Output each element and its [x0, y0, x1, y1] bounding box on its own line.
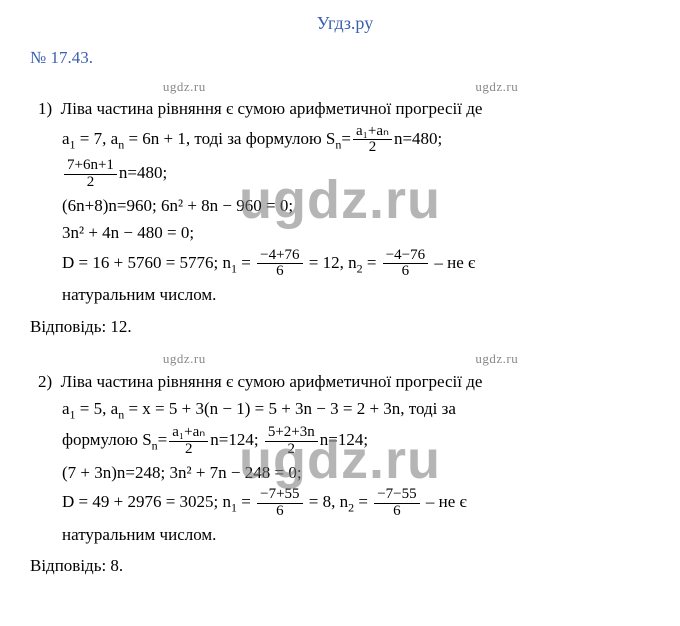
- text: = x = 5 + 3(n − 1) = 5 + 3n − 3 = 2 + 3n…: [124, 399, 456, 418]
- text: =: [158, 431, 168, 450]
- fraction: a₁+aₙ2: [353, 124, 392, 157]
- numerator: 7+6n+1: [64, 158, 117, 175]
- text: =: [237, 253, 255, 272]
- denominator: 6: [383, 264, 428, 280]
- text: = 7, a: [76, 129, 119, 148]
- p1-line1: a1 = 7, an = 6n + 1, тоді за формулою Sn…: [62, 124, 660, 157]
- fraction: 5+2+3n2: [265, 425, 318, 458]
- denominator: 2: [353, 140, 392, 156]
- p2-line3: (7 + 3n)n=248; 3n² + 7n − 248 = 0;: [62, 460, 660, 486]
- p2-answer: Відповідь: 8.: [30, 553, 660, 579]
- watermark-small: ugdz.ru: [342, 77, 651, 97]
- numerator: −4+76: [257, 248, 302, 265]
- numerator: 5+2+3n: [265, 425, 318, 442]
- watermark-small: ugdz.ru: [30, 77, 339, 97]
- watermark-row-2: ugdz.ru ugdz.ru: [30, 349, 660, 369]
- denominator: 2: [265, 442, 318, 458]
- text: n=124;: [210, 431, 263, 450]
- p2-line5: натуральним числом.: [62, 522, 660, 548]
- fraction: −7+556: [257, 487, 302, 520]
- text: = 6n + 1, тоді за формулою S: [124, 129, 335, 148]
- fraction: −4−766: [383, 248, 428, 281]
- p2-line4: D = 49 + 2976 = 3025; n1 = −7+556 = 8, n…: [62, 487, 660, 520]
- fraction: 7+6n+12: [64, 158, 117, 191]
- text: D = 49 + 2976 = 3025; n: [62, 493, 231, 512]
- denominator: 2: [64, 175, 117, 191]
- text: =: [237, 493, 255, 512]
- text: = 8, n: [305, 493, 349, 512]
- text: =: [341, 129, 351, 148]
- p1-line5: D = 16 + 5760 = 5776; n1 = −4+766 = 12, …: [62, 248, 660, 281]
- p1-line4: 3n² + 4n − 480 = 0;: [62, 220, 660, 246]
- denominator: 6: [257, 264, 302, 280]
- numerator: −7−55: [374, 487, 419, 504]
- text: n=480;: [119, 163, 167, 182]
- text: = 12, n: [305, 253, 357, 272]
- text: D = 16 + 5760 = 5776; n: [62, 253, 231, 272]
- text: – не є: [430, 253, 475, 272]
- page-content: Угдз.ру № 17.43. ugdz.ru ugdz.ru 1) Ліва…: [0, 0, 680, 599]
- text: формулою S: [62, 431, 152, 450]
- numerator: −4−76: [383, 248, 428, 265]
- p1-line6: натуральним числом.: [62, 282, 660, 308]
- text: a: [62, 129, 70, 148]
- text: – не є: [422, 493, 467, 512]
- fraction: −7−556: [374, 487, 419, 520]
- watermark-row-1: ugdz.ru ugdz.ru: [30, 77, 660, 97]
- part-1-lead: 1) Ліва частина рівняння є сумою арифмет…: [62, 96, 660, 122]
- part-2-lead: 2) Ліва частина рівняння є сумою арифмет…: [62, 369, 660, 395]
- text: a: [62, 399, 70, 418]
- p1-answer: Відповідь: 12.: [30, 314, 660, 340]
- p1-line3: (6n+8)n=960; 6n² + 8n − 960 = 0;: [62, 193, 660, 219]
- p2-line2: формулою Sn=a₁+aₙ2n=124; 5+2+3n2n=124;: [62, 425, 660, 458]
- denominator: 2: [169, 442, 208, 458]
- fraction: a₁+aₙ2: [169, 425, 208, 458]
- text: =: [354, 493, 372, 512]
- p1-line2: 7+6n+12n=480;: [62, 158, 660, 191]
- numerator: a₁+aₙ: [169, 425, 208, 442]
- numerator: −7+55: [257, 487, 302, 504]
- p2-line1: a1 = 5, an = x = 5 + 3(n − 1) = 5 + 3n −…: [62, 396, 660, 423]
- text: = 5, a: [76, 399, 119, 418]
- denominator: 6: [257, 504, 302, 520]
- watermark-small: ugdz.ru: [30, 349, 339, 369]
- denominator: 6: [374, 504, 419, 520]
- exercise-number: № 17.43.: [30, 45, 660, 71]
- text: n=480;: [394, 129, 442, 148]
- fraction: −4+766: [257, 248, 302, 281]
- watermark-small: ugdz.ru: [342, 349, 651, 369]
- site-header: Угдз.ру: [30, 10, 660, 37]
- text: =: [363, 253, 381, 272]
- numerator: a₁+aₙ: [353, 124, 392, 141]
- text: n=124;: [320, 431, 368, 450]
